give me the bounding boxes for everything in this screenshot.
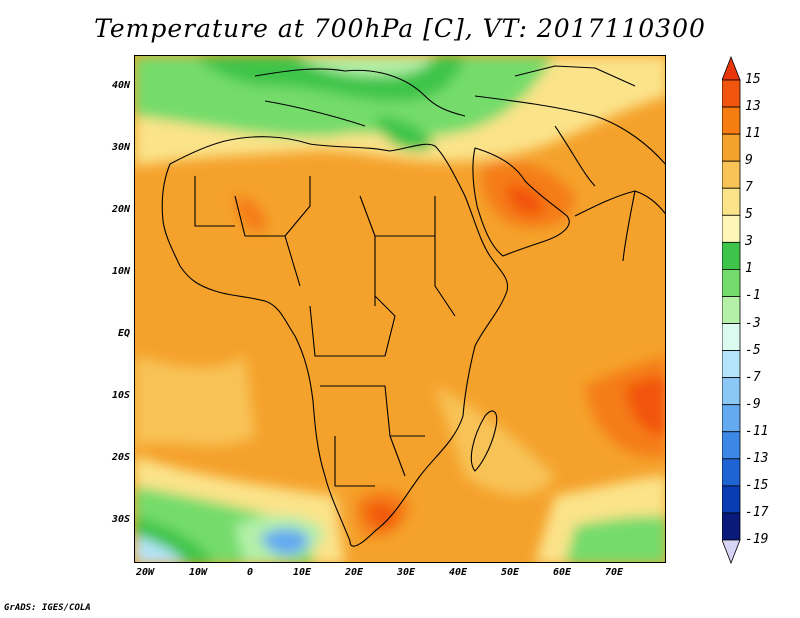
colorbar-swatch xyxy=(722,323,741,351)
lat-label: 10S xyxy=(111,390,130,401)
lat-label: 40N xyxy=(111,80,130,91)
colorbar-swatch xyxy=(722,404,741,433)
colorbar-label: -11 xyxy=(745,423,769,439)
temperature-map xyxy=(134,55,666,563)
colorbar-swatch xyxy=(722,485,741,514)
colorbar-swatch xyxy=(722,214,741,243)
colorbar-swatch xyxy=(722,79,741,108)
colorbar-label: 5 xyxy=(745,207,753,223)
colorbar-swatch xyxy=(722,160,741,189)
colorbar xyxy=(722,55,741,565)
lon-label: 10E xyxy=(292,567,312,578)
lat-label: 10N xyxy=(111,266,130,277)
colorbar-label: -3 xyxy=(745,315,761,331)
lat-label: 20S xyxy=(111,452,130,463)
colorbar-label: -19 xyxy=(745,532,769,547)
lat-label: 20N xyxy=(111,204,130,215)
lon-label: 30E xyxy=(396,567,416,578)
colorbar-swatch xyxy=(722,269,741,297)
colorbar-label: -7 xyxy=(745,369,761,385)
lon-label: 40E xyxy=(448,567,468,578)
colorbar-label: -1 xyxy=(745,288,761,304)
lat-label: 30N xyxy=(111,142,130,153)
colorbar-top-triangle xyxy=(722,55,741,81)
colorbar-label: 7 xyxy=(745,180,753,196)
lon-label: 60E xyxy=(552,567,572,578)
lon-label: 70E xyxy=(604,567,624,578)
lat-label: EQ xyxy=(117,328,130,339)
lon-label: 10W xyxy=(188,567,208,578)
colorbar-swatch xyxy=(722,350,741,379)
lon-label: 50E xyxy=(500,567,520,578)
map-title: Temperature at 700hPa [C], VT: 201711030… xyxy=(94,14,706,43)
colorbar-label: 3 xyxy=(745,234,753,250)
colorbar-swatch xyxy=(722,458,741,487)
colorbar-label: -17 xyxy=(745,504,769,520)
colorbar-label: 9 xyxy=(745,153,753,169)
colorbar-swatch xyxy=(722,187,741,216)
colorbar-label: -15 xyxy=(745,477,769,493)
colorbar-bottom-triangle xyxy=(722,539,741,565)
footer-credit: GrADS: IGES/COLA xyxy=(4,603,91,613)
colorbar-label: -9 xyxy=(745,396,761,412)
colorbar-label: 15 xyxy=(745,72,761,87)
colorbar-label: 13 xyxy=(745,99,761,115)
temperature-field xyxy=(135,56,665,562)
colorbar-swatch xyxy=(722,106,741,135)
colorbar-swatch xyxy=(722,296,741,324)
colorbar-swatch xyxy=(722,512,741,541)
colorbar-swatch xyxy=(722,377,741,406)
colorbar-label: -13 xyxy=(745,450,769,466)
colorbar-label: -5 xyxy=(745,342,761,358)
lon-label: 20E xyxy=(344,567,364,578)
lon-label: 20W xyxy=(135,567,155,578)
colorbar-swatch xyxy=(722,133,741,162)
lat-label: 30S xyxy=(111,514,130,525)
colorbar-label: 1 xyxy=(745,261,753,277)
colorbar-swatch xyxy=(722,241,741,270)
colorbar-label: 11 xyxy=(745,126,761,142)
colorbar-swatch xyxy=(722,431,741,460)
lon-label: 0 xyxy=(246,567,254,578)
